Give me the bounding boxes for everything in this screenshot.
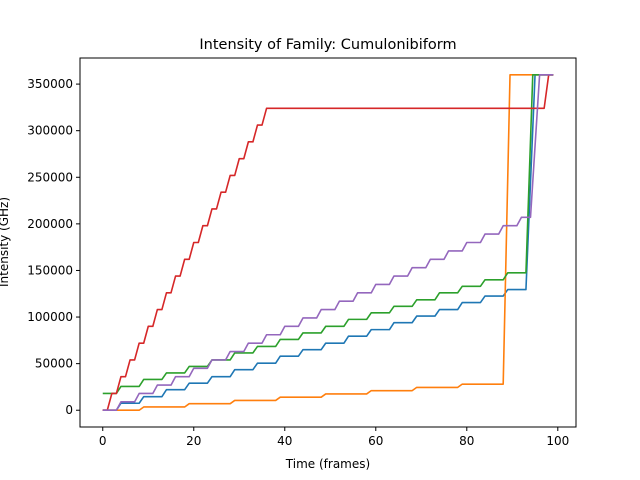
y-tick-label: 50000	[35, 357, 73, 371]
series-layer	[102, 73, 554, 412]
y-tick-label: 200000	[27, 217, 73, 231]
y-tick-label: 350000	[27, 77, 73, 91]
series-line-4	[102, 73, 554, 412]
x-tick-label: 80	[459, 434, 474, 448]
y-axis: 0 50000 100000 150000 200000 250000 300000 3500…	[27, 77, 80, 417]
x-tick-label: 0	[99, 434, 107, 448]
chart-title: Intensity of Family: Cumulonibiform	[199, 37, 456, 53]
series-line-1	[102, 73, 554, 412]
series-line-2	[102, 73, 554, 412]
plot-frame	[79, 57, 577, 428]
y-tick-label: 250000	[27, 170, 73, 184]
x-tick-label: 60	[368, 434, 383, 448]
series-line-3	[102, 73, 554, 395]
y-axis-label: Intensity (GHz)	[0, 197, 11, 287]
y-tick-label: 150000	[27, 263, 73, 277]
x-axis: 0 20 40 60 80 100	[99, 427, 569, 448]
x-tick-label: 100	[546, 434, 569, 448]
series-line-5	[102, 73, 554, 412]
x-axis-label: Time (frames)	[285, 457, 370, 471]
x-tick-label: 20	[186, 434, 201, 448]
y-tick-label: 300000	[27, 124, 73, 138]
y-tick-label: 0	[65, 403, 73, 417]
y-tick-label: 100000	[27, 310, 73, 324]
x-tick-label: 40	[277, 434, 292, 448]
